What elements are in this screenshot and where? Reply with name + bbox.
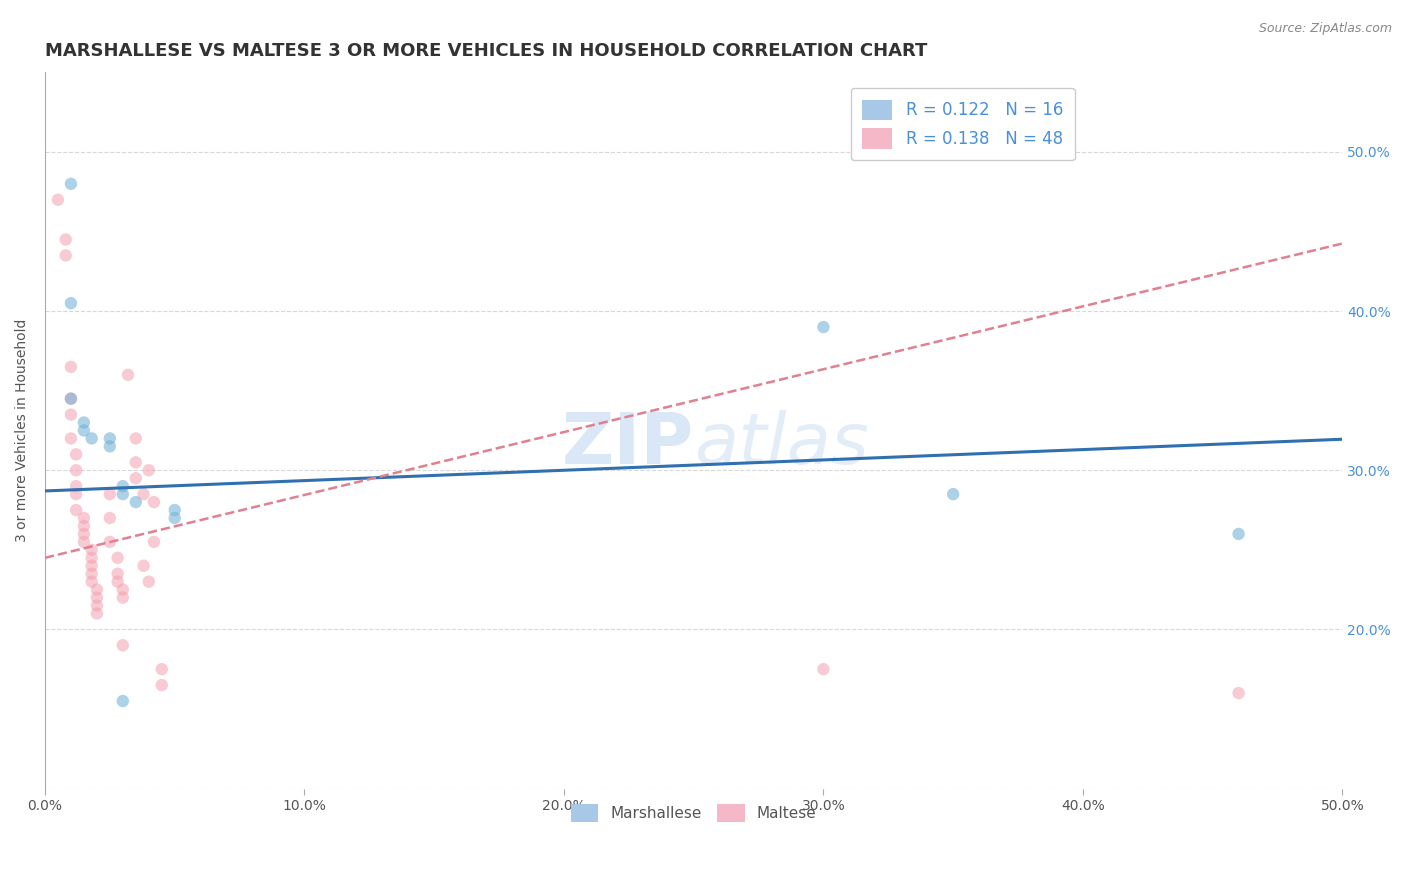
Point	[59, 432, 82, 446]
Point	[111, 479, 134, 493]
Point	[107, 566, 129, 581]
Point	[73, 416, 96, 430]
Point	[80, 542, 103, 557]
Point	[125, 495, 148, 509]
Point	[86, 599, 108, 613]
Point	[65, 503, 87, 517]
Point	[73, 527, 96, 541]
Point	[1227, 527, 1250, 541]
Point	[80, 574, 103, 589]
Point	[132, 487, 155, 501]
Point	[80, 566, 103, 581]
Point	[111, 582, 134, 597]
Point	[73, 424, 96, 438]
Point	[107, 550, 129, 565]
Point	[80, 558, 103, 573]
Point	[111, 694, 134, 708]
Point	[55, 248, 77, 262]
Point	[59, 177, 82, 191]
Point	[98, 439, 121, 453]
Point	[73, 534, 96, 549]
Point	[150, 678, 173, 692]
Text: Source: ZipAtlas.com: Source: ZipAtlas.com	[1258, 22, 1392, 36]
Y-axis label: 3 or more Vehicles in Household: 3 or more Vehicles in Household	[15, 318, 30, 542]
Point	[98, 511, 121, 525]
Point	[59, 408, 82, 422]
Point	[98, 534, 121, 549]
Point	[46, 193, 69, 207]
Text: ZIP: ZIP	[561, 410, 693, 479]
Point	[942, 487, 965, 501]
Point	[65, 487, 87, 501]
Point	[125, 471, 148, 485]
Point	[59, 359, 82, 374]
Legend: Marshallese, Maltese: Marshallese, Maltese	[558, 791, 828, 835]
Point	[163, 503, 186, 517]
Point	[132, 558, 155, 573]
Point	[59, 392, 82, 406]
Point	[86, 582, 108, 597]
Point	[98, 487, 121, 501]
Point	[111, 591, 134, 605]
Point	[73, 511, 96, 525]
Point	[138, 574, 160, 589]
Point	[138, 463, 160, 477]
Point	[59, 392, 82, 406]
Point	[125, 455, 148, 469]
Point	[125, 432, 148, 446]
Point	[65, 447, 87, 461]
Point	[86, 591, 108, 605]
Point	[142, 534, 165, 549]
Point	[86, 607, 108, 621]
Text: atlas: atlas	[693, 410, 869, 479]
Point	[813, 662, 835, 676]
Point	[142, 495, 165, 509]
Point	[65, 479, 87, 493]
Point	[117, 368, 139, 382]
Point	[163, 511, 186, 525]
Point	[813, 320, 835, 334]
Point	[73, 519, 96, 533]
Point	[80, 550, 103, 565]
Point	[107, 574, 129, 589]
Point	[1227, 686, 1250, 700]
Point	[80, 432, 103, 446]
Point	[150, 662, 173, 676]
Point	[65, 463, 87, 477]
Text: MARSHALLESE VS MALTESE 3 OR MORE VEHICLES IN HOUSEHOLD CORRELATION CHART: MARSHALLESE VS MALTESE 3 OR MORE VEHICLE…	[45, 42, 928, 60]
Point	[98, 432, 121, 446]
Point	[111, 638, 134, 652]
Point	[59, 296, 82, 310]
Point	[111, 487, 134, 501]
Point	[55, 233, 77, 247]
